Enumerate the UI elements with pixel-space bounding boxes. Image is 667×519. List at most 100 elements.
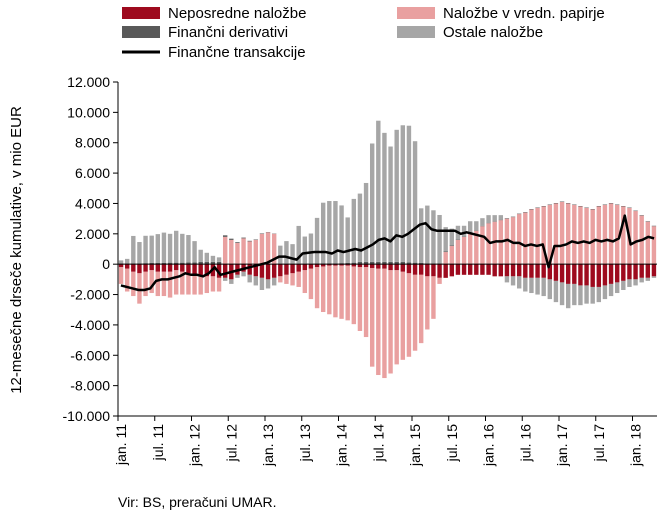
bar-segment-series-0 bbox=[155, 264, 161, 272]
bar-segment-series-1 bbox=[418, 274, 424, 344]
bar-segment-series-0 bbox=[418, 264, 424, 275]
bar-segment-series-1 bbox=[461, 236, 467, 265]
bar-segment-series-1 bbox=[553, 203, 559, 265]
bar-segment-series-0 bbox=[345, 264, 350, 266]
bar-segment-series-3 bbox=[492, 215, 497, 222]
bar-segment-series-1 bbox=[376, 268, 381, 376]
bar-segment-series-1 bbox=[541, 206, 546, 265]
y-axis-label: 12-mesečne drseče kumulative, v mio EUR bbox=[8, 106, 25, 394]
y-tick-label: 8.000 bbox=[75, 135, 110, 151]
bar-segment-series-0 bbox=[467, 264, 473, 275]
bar-segment-series-0 bbox=[535, 264, 540, 278]
bar-segment-series-1 bbox=[327, 265, 332, 315]
bar-segment-series-3 bbox=[406, 125, 412, 263]
x-tick-label: jul. 11 bbox=[150, 424, 166, 462]
bar-segment-series-1 bbox=[559, 201, 565, 265]
bar-segment-series-0 bbox=[627, 264, 632, 280]
bar-segment-series-3 bbox=[437, 214, 442, 264]
bar-segment-series-3 bbox=[155, 234, 161, 263]
bar-segment-series-1 bbox=[455, 239, 461, 265]
bar-segment-series-3 bbox=[216, 257, 222, 262]
bar-segment-series-1 bbox=[290, 273, 295, 286]
bar-segment-series-1 bbox=[578, 206, 583, 265]
bar-segment-series-3 bbox=[418, 208, 424, 263]
bar-segment-series-1 bbox=[412, 274, 418, 351]
bar-segment-series-3 bbox=[161, 232, 167, 263]
bar-segment-series-1 bbox=[596, 206, 602, 265]
bar-segment-series-3 bbox=[443, 227, 448, 252]
bar-segment-series-1 bbox=[186, 273, 191, 295]
bar-segment-series-1 bbox=[382, 268, 387, 379]
bar-segment-series-3 bbox=[339, 205, 344, 264]
bar-segment-series-0 bbox=[124, 264, 130, 269]
bar-segment-series-0 bbox=[431, 264, 436, 277]
bar-segment-series-3 bbox=[608, 283, 614, 297]
bar-segment-series-2 bbox=[412, 262, 418, 265]
bar-segment-series-0 bbox=[516, 264, 522, 277]
bar-segment-series-2 bbox=[247, 240, 252, 242]
bar-segment-series-0 bbox=[186, 264, 191, 274]
bar-segment-series-1 bbox=[320, 266, 326, 313]
x-tick-label: jan. 12 bbox=[187, 424, 203, 467]
x-axis-ticks: jan. 11 jul. 11 jan. 12 jul. 12 jan. 13 jul. … bbox=[113, 416, 644, 467]
bar-segment-series-2 bbox=[186, 262, 191, 265]
bar-segment-series-2 bbox=[161, 262, 167, 265]
bar-segment-series-0 bbox=[376, 264, 381, 269]
bar-segment-series-1 bbox=[651, 226, 657, 265]
bar-segment-series-2 bbox=[449, 245, 455, 246]
bar-segment-series-1 bbox=[431, 276, 436, 319]
bar-segment-series-3 bbox=[241, 271, 246, 277]
bar-segment-series-3 bbox=[137, 242, 142, 264]
bar-segment-series-3 bbox=[247, 274, 252, 283]
bar-segment-series-0 bbox=[333, 264, 338, 266]
bar-segment-series-3 bbox=[149, 235, 154, 263]
bar-segment-series-3 bbox=[284, 241, 289, 264]
bar-segment-series-0 bbox=[492, 264, 497, 277]
bar-segment-series-0 bbox=[412, 264, 418, 275]
bar-segment-series-1 bbox=[388, 270, 393, 374]
y-tick-label: 10.000 bbox=[67, 104, 110, 120]
bar-segment-series-0 bbox=[382, 264, 387, 269]
bar-segment-series-2 bbox=[394, 261, 399, 265]
bar-segment-series-0 bbox=[131, 264, 136, 272]
bar-segment-series-1 bbox=[278, 276, 283, 283]
bar-segment-series-3 bbox=[449, 228, 455, 246]
bar-segment-series-1 bbox=[363, 267, 369, 338]
bar-segment-series-0 bbox=[161, 264, 167, 272]
financial-transactions-line-0 bbox=[120, 214, 655, 292]
bar-segment-series-0 bbox=[339, 264, 344, 266]
bar-segment-series-0 bbox=[327, 264, 332, 266]
bar-segment-series-0 bbox=[302, 264, 308, 271]
bar-segment-series-0 bbox=[578, 264, 583, 286]
bar-segment-series-1 bbox=[602, 204, 608, 265]
bar-segment-series-1 bbox=[467, 233, 473, 265]
bar-segment-series-3 bbox=[222, 277, 228, 281]
bar-segment-series-1 bbox=[406, 273, 412, 357]
bar-segment-series-3 bbox=[198, 249, 203, 262]
bar-segment-series-0 bbox=[596, 264, 602, 287]
bar-segment-series-1 bbox=[614, 204, 620, 265]
bar-segment-series-0 bbox=[559, 264, 565, 283]
legend-swatch-direct-investment bbox=[122, 7, 160, 19]
bar-segment-series-1 bbox=[131, 271, 136, 297]
bar-segment-series-0 bbox=[363, 264, 369, 268]
bar-segment-series-1 bbox=[529, 209, 534, 265]
bar-segment-series-0 bbox=[394, 264, 399, 271]
bar-segment-series-1 bbox=[547, 204, 553, 265]
bar-segment-series-0 bbox=[143, 264, 148, 272]
bar-segment-series-2 bbox=[180, 262, 185, 265]
bar-segment-series-1 bbox=[443, 252, 448, 265]
bar-segment-series-0 bbox=[167, 264, 173, 272]
bar-segment-series-1 bbox=[633, 211, 638, 265]
bar-segment-series-3 bbox=[167, 233, 173, 263]
bar-segment-series-1 bbox=[296, 271, 301, 287]
bar-segment-series-1 bbox=[565, 203, 571, 265]
bar-segment-series-0 bbox=[222, 264, 228, 278]
bar-segment-series-0 bbox=[498, 264, 504, 277]
bar-segment-series-3 bbox=[627, 279, 632, 287]
bar-segment-series-1 bbox=[621, 206, 626, 265]
bar-segment-series-0 bbox=[351, 264, 357, 267]
bar-segment-series-0 bbox=[651, 264, 657, 277]
bar-segment-series-3 bbox=[633, 279, 638, 286]
bar-segment-series-0 bbox=[461, 264, 467, 275]
